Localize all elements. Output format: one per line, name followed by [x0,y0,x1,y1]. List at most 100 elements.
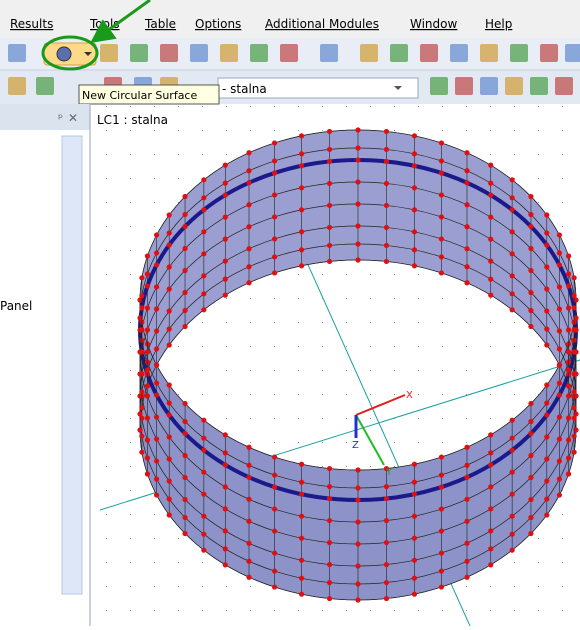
node [509,447,515,453]
node [166,326,172,332]
node [528,496,534,503]
toolbar-button[interactable] [220,44,238,62]
node [438,236,445,242]
scrollbar[interactable] [61,135,83,595]
menu-item[interactable]: Window [410,17,458,31]
node [464,264,470,270]
node [246,462,252,468]
axis-x-label: X [406,390,413,401]
node [222,450,228,456]
node [182,496,188,503]
node [166,342,172,348]
toolbar-button[interactable] [450,44,468,62]
node [355,541,361,547]
toolbar-button[interactable] [280,44,298,62]
menu-item[interactable]: Help [485,17,512,31]
toolbar-button[interactable] [510,44,528,62]
node [383,224,390,231]
toolbar-button[interactable] [36,77,54,95]
node [464,150,470,156]
toolbar-button[interactable] [190,44,208,62]
node [182,452,188,459]
node [201,307,207,313]
node [438,270,445,276]
node [556,458,563,464]
node [383,483,390,490]
toolbar-button[interactable] [565,44,580,62]
node [355,597,361,603]
toolbar-button[interactable] [540,44,558,62]
node [438,584,445,590]
toolbar-button[interactable] [8,77,26,95]
toolbar-button[interactable] [250,44,268,62]
node [153,306,160,312]
node [488,236,494,242]
node [153,436,160,442]
toolbar-button[interactable] [555,77,573,95]
node [556,414,563,420]
node [298,207,305,213]
node [411,591,418,597]
toolbar-button[interactable] [480,77,498,95]
node [326,224,333,231]
toolbar-button[interactable] [360,44,378,62]
node [488,292,494,298]
toolbar-button[interactable] [455,77,473,95]
close-icon[interactable]: ✕ [68,111,78,125]
node [509,291,515,297]
node [326,180,333,187]
toolbar-button[interactable] [420,44,438,62]
node [144,349,151,355]
node [509,273,515,279]
node [166,308,172,314]
node [144,437,151,443]
node [411,557,418,563]
node [326,158,333,165]
toolbar-button[interactable] [8,44,26,62]
menu-item[interactable]: Results [10,17,53,31]
highlight-circle [41,35,99,71]
toolbar-button[interactable] [505,77,523,95]
toolbar-button[interactable] [130,44,148,62]
node [355,485,361,491]
node [528,323,534,330]
node [438,528,445,534]
node [144,305,151,311]
node [246,180,252,186]
node [182,211,188,218]
toolbar-button[interactable] [100,44,118,62]
toolbar-button[interactable] [160,44,178,62]
node [571,349,577,355]
node [201,435,207,441]
node [144,327,151,333]
node [271,140,278,146]
node [222,484,228,490]
node [166,286,172,292]
node [166,512,172,518]
node [488,450,494,456]
node [565,455,572,461]
node [573,411,579,417]
node [565,327,572,333]
menu-item[interactable]: Options [195,17,241,31]
node [222,236,228,242]
node [153,414,160,420]
menu-item[interactable]: Table [144,17,176,31]
node [222,258,228,264]
menu-item[interactable]: Additional Modules [265,17,379,31]
node [222,292,228,298]
toolbar-button[interactable] [530,77,548,95]
tooltip-text: New Circular Surface [82,89,197,102]
node [544,264,550,270]
toolbar-button[interactable] [480,44,498,62]
node [383,579,390,586]
toolbar-button[interactable] [390,44,408,62]
node [571,415,577,421]
icon [56,46,72,62]
node [166,230,172,236]
node [438,472,445,478]
toolbar-button[interactable] [320,44,338,62]
toolbar-button[interactable] [430,77,448,95]
node [509,177,515,183]
pin-icon[interactable]: ᵖ [58,111,63,125]
